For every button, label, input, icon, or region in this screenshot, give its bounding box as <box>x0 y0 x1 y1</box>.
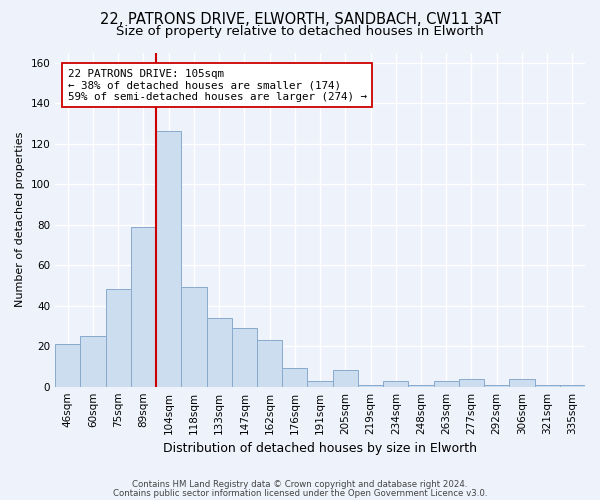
Text: Contains HM Land Registry data © Crown copyright and database right 2024.: Contains HM Land Registry data © Crown c… <box>132 480 468 489</box>
Bar <box>484 384 509 386</box>
Text: 22, PATRONS DRIVE, ELWORTH, SANDBACH, CW11 3AT: 22, PATRONS DRIVE, ELWORTH, SANDBACH, CW… <box>100 12 500 28</box>
Bar <box>358 384 383 386</box>
Bar <box>106 290 131 386</box>
Text: Contains public sector information licensed under the Open Government Licence v3: Contains public sector information licen… <box>113 488 487 498</box>
Bar <box>131 226 156 386</box>
Bar <box>509 378 535 386</box>
Bar <box>383 380 409 386</box>
Bar <box>409 384 434 386</box>
Bar <box>257 340 282 386</box>
Text: Size of property relative to detached houses in Elworth: Size of property relative to detached ho… <box>116 25 484 38</box>
Bar <box>181 288 206 386</box>
Bar <box>156 132 181 386</box>
Bar <box>307 380 332 386</box>
Bar <box>80 336 106 386</box>
Y-axis label: Number of detached properties: Number of detached properties <box>15 132 25 308</box>
X-axis label: Distribution of detached houses by size in Elworth: Distribution of detached houses by size … <box>163 442 477 455</box>
Bar <box>459 378 484 386</box>
Text: 22 PATRONS DRIVE: 105sqm
← 38% of detached houses are smaller (174)
59% of semi-: 22 PATRONS DRIVE: 105sqm ← 38% of detach… <box>68 68 367 102</box>
Bar <box>434 380 459 386</box>
Bar <box>282 368 307 386</box>
Bar <box>332 370 358 386</box>
Bar <box>55 344 80 387</box>
Bar <box>535 384 560 386</box>
Bar <box>206 318 232 386</box>
Bar <box>560 384 585 386</box>
Bar <box>232 328 257 386</box>
